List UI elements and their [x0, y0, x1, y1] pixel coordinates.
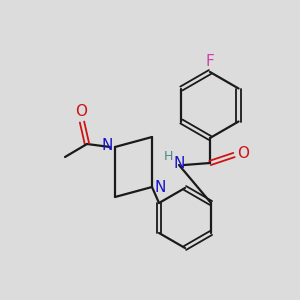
Text: N: N — [154, 181, 166, 196]
Text: H: H — [163, 149, 173, 163]
Text: N: N — [173, 157, 185, 172]
Text: N: N — [101, 139, 113, 154]
Text: F: F — [206, 55, 214, 70]
Text: O: O — [75, 104, 87, 119]
Text: O: O — [237, 146, 249, 161]
